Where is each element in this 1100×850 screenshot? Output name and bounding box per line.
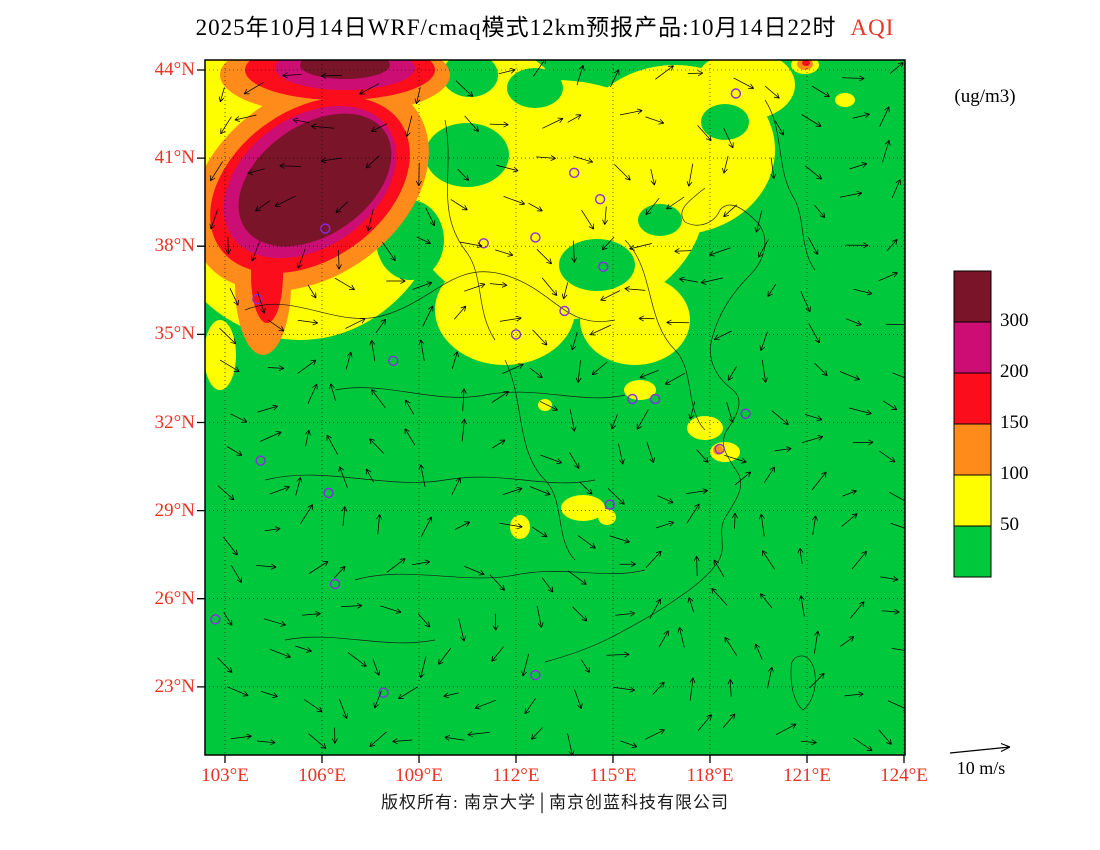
aqi-colorbar bbox=[953, 270, 992, 578]
page-title: 2025年10月14日WRF/cmaq模式12km预报产品:10月14日22时 A… bbox=[0, 8, 1090, 42]
lat-tick-35n: 35°N bbox=[154, 323, 195, 344]
lon-tick-124e: 124°E bbox=[880, 765, 928, 786]
province-boundaries bbox=[244, 99, 816, 711]
colorbar-seg-200-300 bbox=[953, 321, 992, 374]
axis-tick-marks bbox=[197, 69, 905, 763]
station-markers bbox=[210, 88, 751, 698]
wind-reference-arrow bbox=[949, 742, 1011, 754]
colorbar-label-100: 100 bbox=[1000, 463, 1029, 484]
lon-tick-103e: 103°E bbox=[201, 765, 249, 786]
lon-tick-121e: 121°E bbox=[783, 765, 831, 786]
lon-tick-115e: 115°E bbox=[589, 765, 637, 786]
aqi-fill-green-holes bbox=[376, 60, 749, 291]
colorbar-label-150: 150 bbox=[1000, 412, 1029, 433]
title-variable: AQI bbox=[850, 15, 895, 40]
units-label: (ug/m3) bbox=[954, 86, 1016, 107]
colorbar-seg-50-100 bbox=[953, 474, 992, 527]
map-border bbox=[204, 59, 906, 756]
lat-tick-44n: 44°N bbox=[154, 59, 195, 80]
copyright-footer: 版权所有: 南京大学│南京创蓝科技有限公司 bbox=[380, 793, 730, 812]
title-main: 2025年10月14日WRF/cmaq模式12km预报产品:10月14日22时 bbox=[195, 15, 837, 40]
lat-tick-38n: 38°N bbox=[154, 235, 195, 256]
colorbar-label-300: 300 bbox=[1000, 310, 1029, 331]
colorbar-seg-under50 bbox=[953, 525, 992, 578]
colorbar-seg-150-200 bbox=[953, 372, 992, 425]
taiwan-island bbox=[790, 655, 816, 711]
colorbar-seg-300plus bbox=[953, 270, 992, 323]
lat-tick-29n: 29°N bbox=[154, 500, 195, 521]
lon-tick-118e: 118°E bbox=[686, 765, 734, 786]
lat-tick-23n: 23°N bbox=[154, 676, 195, 697]
colorbar-label-50: 50 bbox=[1000, 514, 1019, 535]
lat-tick-26n: 26°N bbox=[154, 588, 195, 609]
lat-tick-41n: 41°N bbox=[154, 147, 195, 168]
lon-tick-109e: 109°E bbox=[395, 765, 443, 786]
coastline bbox=[544, 187, 766, 663]
lat-tick-32n: 32°N bbox=[154, 412, 195, 433]
colorbar-label-200: 200 bbox=[1000, 361, 1029, 382]
aqi-fill-maroon bbox=[238, 60, 392, 247]
wind-vectors bbox=[209, 60, 905, 755]
lon-tick-106e: 106°E bbox=[298, 765, 346, 786]
colorbar-seg-100-150 bbox=[953, 423, 992, 476]
lon-tick-112e: 112°E bbox=[492, 765, 540, 786]
wind-reference-label: 10 m/s bbox=[956, 758, 1006, 778]
aqi-map-canvas bbox=[197, 59, 906, 763]
